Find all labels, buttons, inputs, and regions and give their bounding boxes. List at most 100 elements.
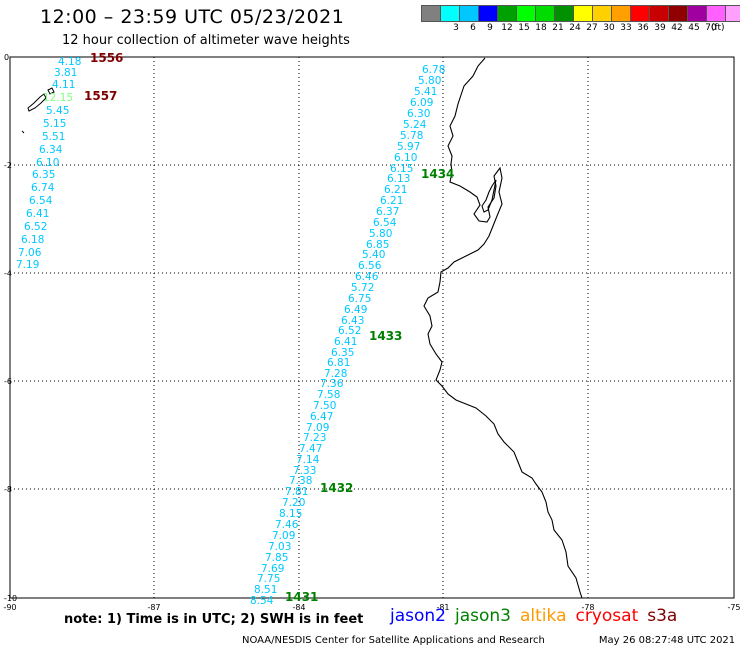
wave-height-label: 7.33 [293,465,316,477]
mission-label: altika [520,606,567,626]
legend-label: 36 [637,23,649,33]
mission-label: jason3 [455,606,511,626]
wave-height-label: 7.14 [296,454,320,466]
wave-height-label: 7.85 [265,552,288,564]
wave-height-label: 6.75 [348,293,371,305]
x-tick-label: -84 [292,603,305,612]
legend-label: 21 [552,23,564,33]
wave-height-label: 6.52 [338,325,361,337]
credit-timestamp: May 26 08:27:48 UTC 2021 [598,635,736,646]
legend-label: 30 [603,23,615,33]
y-tick-label: -2 [4,161,12,170]
legend-label: 24 [569,23,581,33]
wave-height-label: 7.28 [324,368,347,380]
wave-height-label: 6.52 [24,221,47,233]
legend-unit: (ft) [711,23,725,33]
legend-label: 33 [620,23,632,33]
wave-height-label: 6.35 [32,169,55,181]
galapagos-islands [21,87,55,134]
wave-height-label: 5.72 [351,282,374,294]
wave-height-label: 7.20 [282,497,305,509]
map-frame [9,56,735,599]
wave-height-label: 6.41 [26,208,49,220]
wave-height-label: 6.34 [39,144,63,156]
wave-height-label: 6.85 [366,239,389,251]
pass-time-label: 1557 [84,89,117,103]
wave-height-label: 7.36 [320,378,344,390]
wave-height-observations: 4.183.814.1112.155.455.155.516.346.106.3… [16,56,445,607]
legend-label: 45 [688,23,700,33]
pass-time-label: 1433 [369,329,402,343]
wave-height-label: 7.23 [303,432,326,444]
wave-height-label: 6.54 [29,195,53,207]
y-tick-label: -10 [4,594,17,603]
coastline [423,57,583,599]
wave-height-label: 5.40 [362,249,385,261]
legend-label: 12 [501,23,513,33]
wave-height-label: 7.09 [306,422,329,434]
x-tick-label: -78 [581,603,594,612]
legend-label: 15 [518,23,530,33]
wave-height-label: 8.54 [250,595,274,607]
page-subtitle: 12 hour collection of altimeter wave hei… [62,33,350,48]
mission-label: cryosat [575,606,639,626]
wave-height-label: 7.09 [272,530,295,542]
wave-height-label: 7.58 [317,389,340,401]
wave-height-label: 6.54 [373,217,397,229]
pass-time-label: 1434 [421,167,454,181]
wave-height-label: 6.43 [341,315,364,327]
y-tick-label: -6 [4,377,12,386]
y-tick-label: -8 [4,485,12,494]
credit-org: NOAA/NESDIS Center for Satellite Applica… [242,635,545,646]
wave-height-label: 5.80 [369,228,392,240]
wave-height-label: 6.56 [358,260,382,272]
wave-height-label: 4.11 [52,79,75,91]
legend-label: 27 [586,23,598,33]
color-legend: (ft) 3 6 9 12 15 18 21 24 27 30 33 36 39 42 45 70 [421,5,740,34]
wave-height-label: 6.49 [344,304,367,316]
wave-height-label: 5.41 [414,86,437,98]
wave-height-label: 5.15 [43,118,66,130]
y-tick-label: 0 [4,53,9,62]
wave-height-label: 6.18 [21,234,44,246]
axis-tick-labels: -90 -87 -84 -81 -78 -75 0 -2 -4 -6 -8 -10 [3,53,740,612]
wave-height-label: 7.46 [275,519,299,531]
x-tick-label: -87 [147,603,160,612]
credit-line: NOAA/NESDIS Center for Satellite Applica… [242,635,735,646]
wave-height-label: 5.78 [400,130,423,142]
mission-label: s3a [647,606,678,626]
wave-height-label: 6.13 [387,173,410,185]
wave-height-label: 8.51 [254,584,277,596]
x-tick-label: -90 [3,603,16,612]
page-title: 12:00 – 23:59 UTC 05/23/2021 [40,6,345,28]
legend-swatch [725,5,740,22]
wave-height-label: 3.81 [54,67,77,79]
wave-height-label: 6.81 [327,357,350,369]
wave-height-label: 6.10 [394,152,417,164]
wave-height-label: 7.75 [257,573,280,585]
wave-height-label: 7.06 [18,247,42,259]
mission-label: jason2 [390,606,446,626]
pass-time-labels: 1556 1557 1434 1433 1432 1431 [84,51,454,604]
wave-height-label: 6.37 [376,206,399,218]
wave-height-label: 6.09 [410,97,433,109]
wave-height-label: 5.45 [46,105,69,117]
x-tick-label: -81 [436,603,449,612]
wave-height-label: 6.21 [380,195,403,207]
wave-height-label: 6.47 [310,411,333,423]
wave-height-label: 7.69 [261,563,284,575]
wave-height-label: 6.30 [407,108,430,120]
legend-label: 70 [705,23,717,33]
pass-time-label: 1556 [90,51,123,65]
legend-label: 9 [487,23,493,33]
wave-height-label: 6.41 [334,336,357,348]
pass-time-label: 1432 [320,481,353,495]
wave-height-label: 6.10 [36,157,59,169]
wave-height-label: 5.24 [403,119,427,131]
x-tick-label: -75 [727,603,740,612]
legend-label: 3 [453,23,459,33]
wave-height-label: 6.15 [390,163,413,175]
wave-height-label: 8.15 [279,508,302,520]
wave-height-label: 7.81 [285,486,308,498]
